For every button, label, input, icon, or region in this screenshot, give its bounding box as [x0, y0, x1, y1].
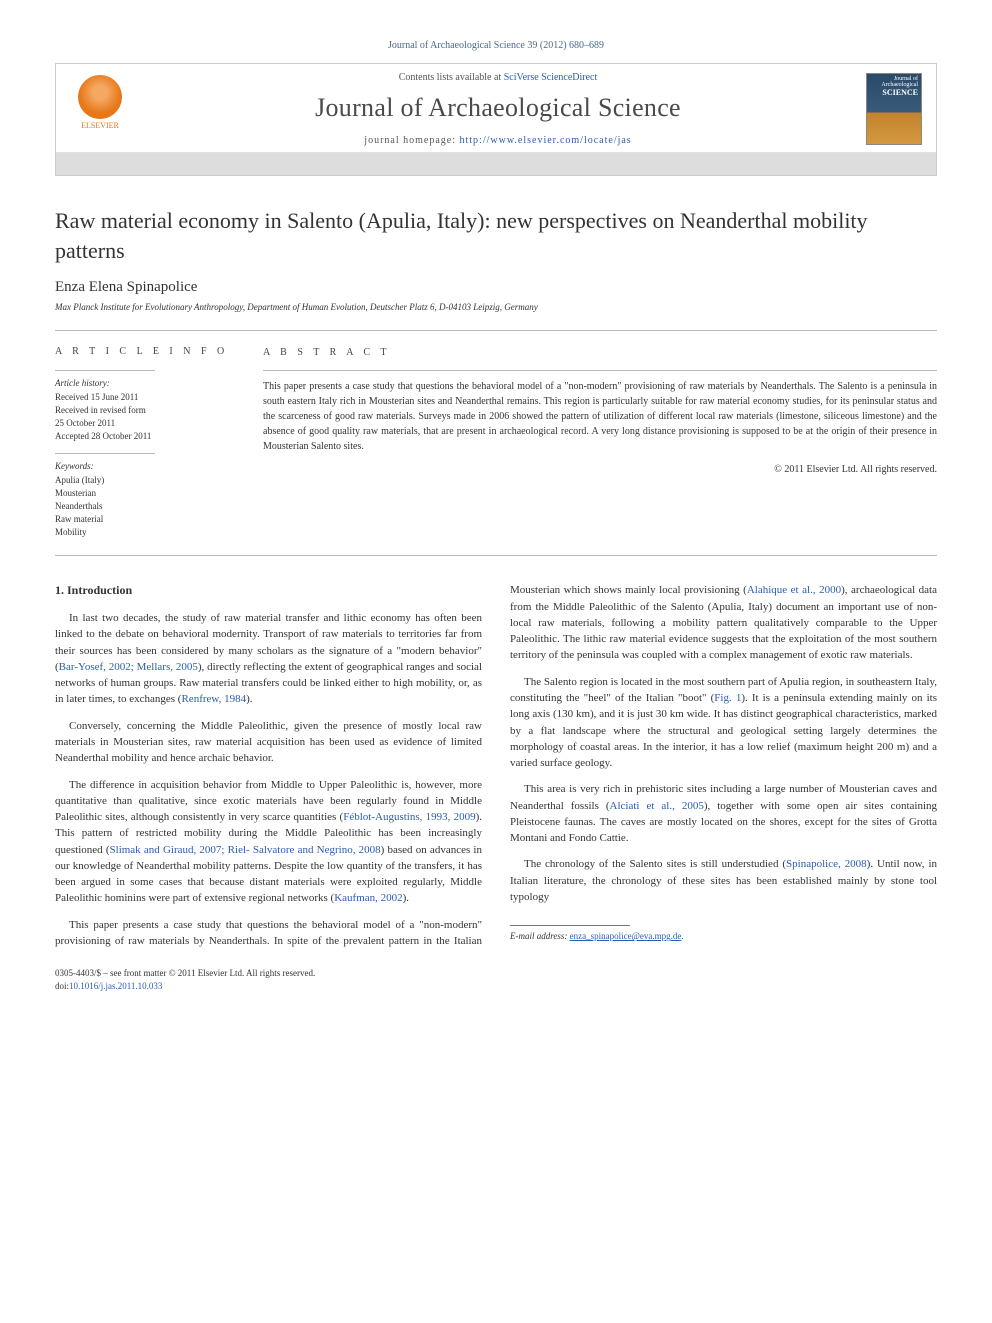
email-link[interactable]: enza_spinapolice@eva.mpg.de — [570, 931, 682, 941]
article-meta-row: A R T I C L E I N F O Article history: R… — [55, 330, 937, 556]
section-heading-introduction: 1. Introduction — [55, 582, 482, 600]
history-accepted: Accepted 28 October 2011 — [55, 430, 235, 443]
body-paragraph: The chronology of the Salento sites is s… — [510, 856, 937, 905]
footer-doi: doi:10.1016/j.jas.2011.10.033 — [55, 980, 937, 993]
body-paragraph: The Salento region is located in the mos… — [510, 674, 937, 772]
footer-block: 0305-4403/$ – see front matter © 2011 El… — [55, 967, 937, 992]
history-received: Received 15 June 2011 — [55, 391, 235, 404]
elsevier-logo: ELSEVIER — [70, 75, 130, 143]
contents-available-line: Contents lists available at SciVerse Sci… — [140, 72, 856, 83]
keyword: Mobility — [55, 526, 235, 539]
header-grey-bar — [56, 153, 936, 175]
abstract-text: This paper presents a case study that qu… — [263, 379, 937, 454]
journal-homepage-line: journal homepage: http://www.elsevier.co… — [140, 135, 856, 146]
body-paragraph: In last two decades, the study of raw ma… — [55, 610, 482, 708]
journal-header-box: ELSEVIER Contents lists available at Sci… — [55, 63, 937, 176]
keyword: Neanderthals — [55, 500, 235, 513]
citation-link[interactable]: Féblot-Augustins, 1993, 2009 — [343, 811, 475, 823]
citation-link[interactable]: Renfrew, 1984 — [181, 693, 246, 705]
body-paragraph: The difference in acquisition behavior f… — [55, 777, 482, 907]
figure-ref-link[interactable]: Fig. 1 — [714, 692, 741, 704]
article-title: Raw material economy in Salento (Apulia,… — [55, 206, 937, 265]
citation-link[interactable]: Alciati et al., 2005 — [610, 800, 704, 812]
article-info-block: A R T I C L E I N F O Article history: R… — [55, 345, 235, 539]
publisher-name: ELSEVIER — [81, 121, 119, 130]
abstract-heading: A B S T R A C T — [263, 345, 937, 360]
history-label: Article history: — [55, 377, 235, 390]
body-paragraph: This area is very rich in prehistoric si… — [510, 781, 937, 846]
cover-label-sub: SCIENCE — [870, 88, 918, 97]
keywords-label: Keywords: — [55, 460, 235, 473]
sciencedirect-link[interactable]: SciVerse ScienceDirect — [504, 72, 598, 83]
homepage-prefix: journal homepage: — [364, 135, 459, 146]
doi-link[interactable]: 10.1016/j.jas.2011.10.033 — [69, 981, 162, 991]
journal-cover-thumbnail: Journal of Archaeological SCIENCE — [866, 73, 922, 145]
author-affiliation: Max Planck Institute for Evolutionary An… — [55, 302, 937, 312]
footer-copyright: 0305-4403/$ – see front matter © 2011 El… — [55, 967, 937, 980]
body-paragraph: Conversely, concerning the Middle Paleol… — [55, 718, 482, 767]
citation-link[interactable]: Alahique et al., 2000 — [747, 584, 841, 596]
citation-link[interactable]: Bar-Yosef, 2002; Mellars, 2005 — [59, 661, 198, 673]
author-name: Enza Elena Spinapolice — [55, 279, 937, 296]
contents-prefix: Contents lists available at — [399, 72, 504, 83]
top-citation: Journal of Archaeological Science 39 (20… — [55, 40, 937, 51]
elsevier-tree-icon — [78, 75, 122, 119]
keyword: Raw material — [55, 513, 235, 526]
history-revised-1: Received in revised form — [55, 404, 235, 417]
citation-link[interactable]: Spinapolice, 2008 — [786, 858, 867, 870]
journal-title: Journal of Archaeological Science — [140, 93, 856, 123]
footnote-label: E-mail address: — [510, 931, 570, 941]
abstract-block: A B S T R A C T This paper presents a ca… — [263, 345, 937, 539]
abstract-copyright: © 2011 Elsevier Ltd. All rights reserved… — [263, 462, 937, 477]
citation-link[interactable]: Slimak and Giraud, 2007; Riel- Salvatore… — [110, 844, 381, 856]
history-revised-2: 25 October 2011 — [55, 417, 235, 430]
keyword: Apulia (Italy) — [55, 474, 235, 487]
body-columns: 1. Introduction In last two decades, the… — [55, 582, 937, 951]
homepage-link[interactable]: http://www.elsevier.com/locate/jas — [460, 135, 632, 146]
footnote-email: E-mail address: enza_spinapolice@eva.mpg… — [510, 930, 937, 943]
article-info-heading: A R T I C L E I N F O — [55, 345, 235, 360]
keyword: Mousterian — [55, 487, 235, 500]
footnote-rule — [510, 925, 630, 926]
citation-link[interactable]: Kaufman, 2002 — [334, 892, 402, 904]
